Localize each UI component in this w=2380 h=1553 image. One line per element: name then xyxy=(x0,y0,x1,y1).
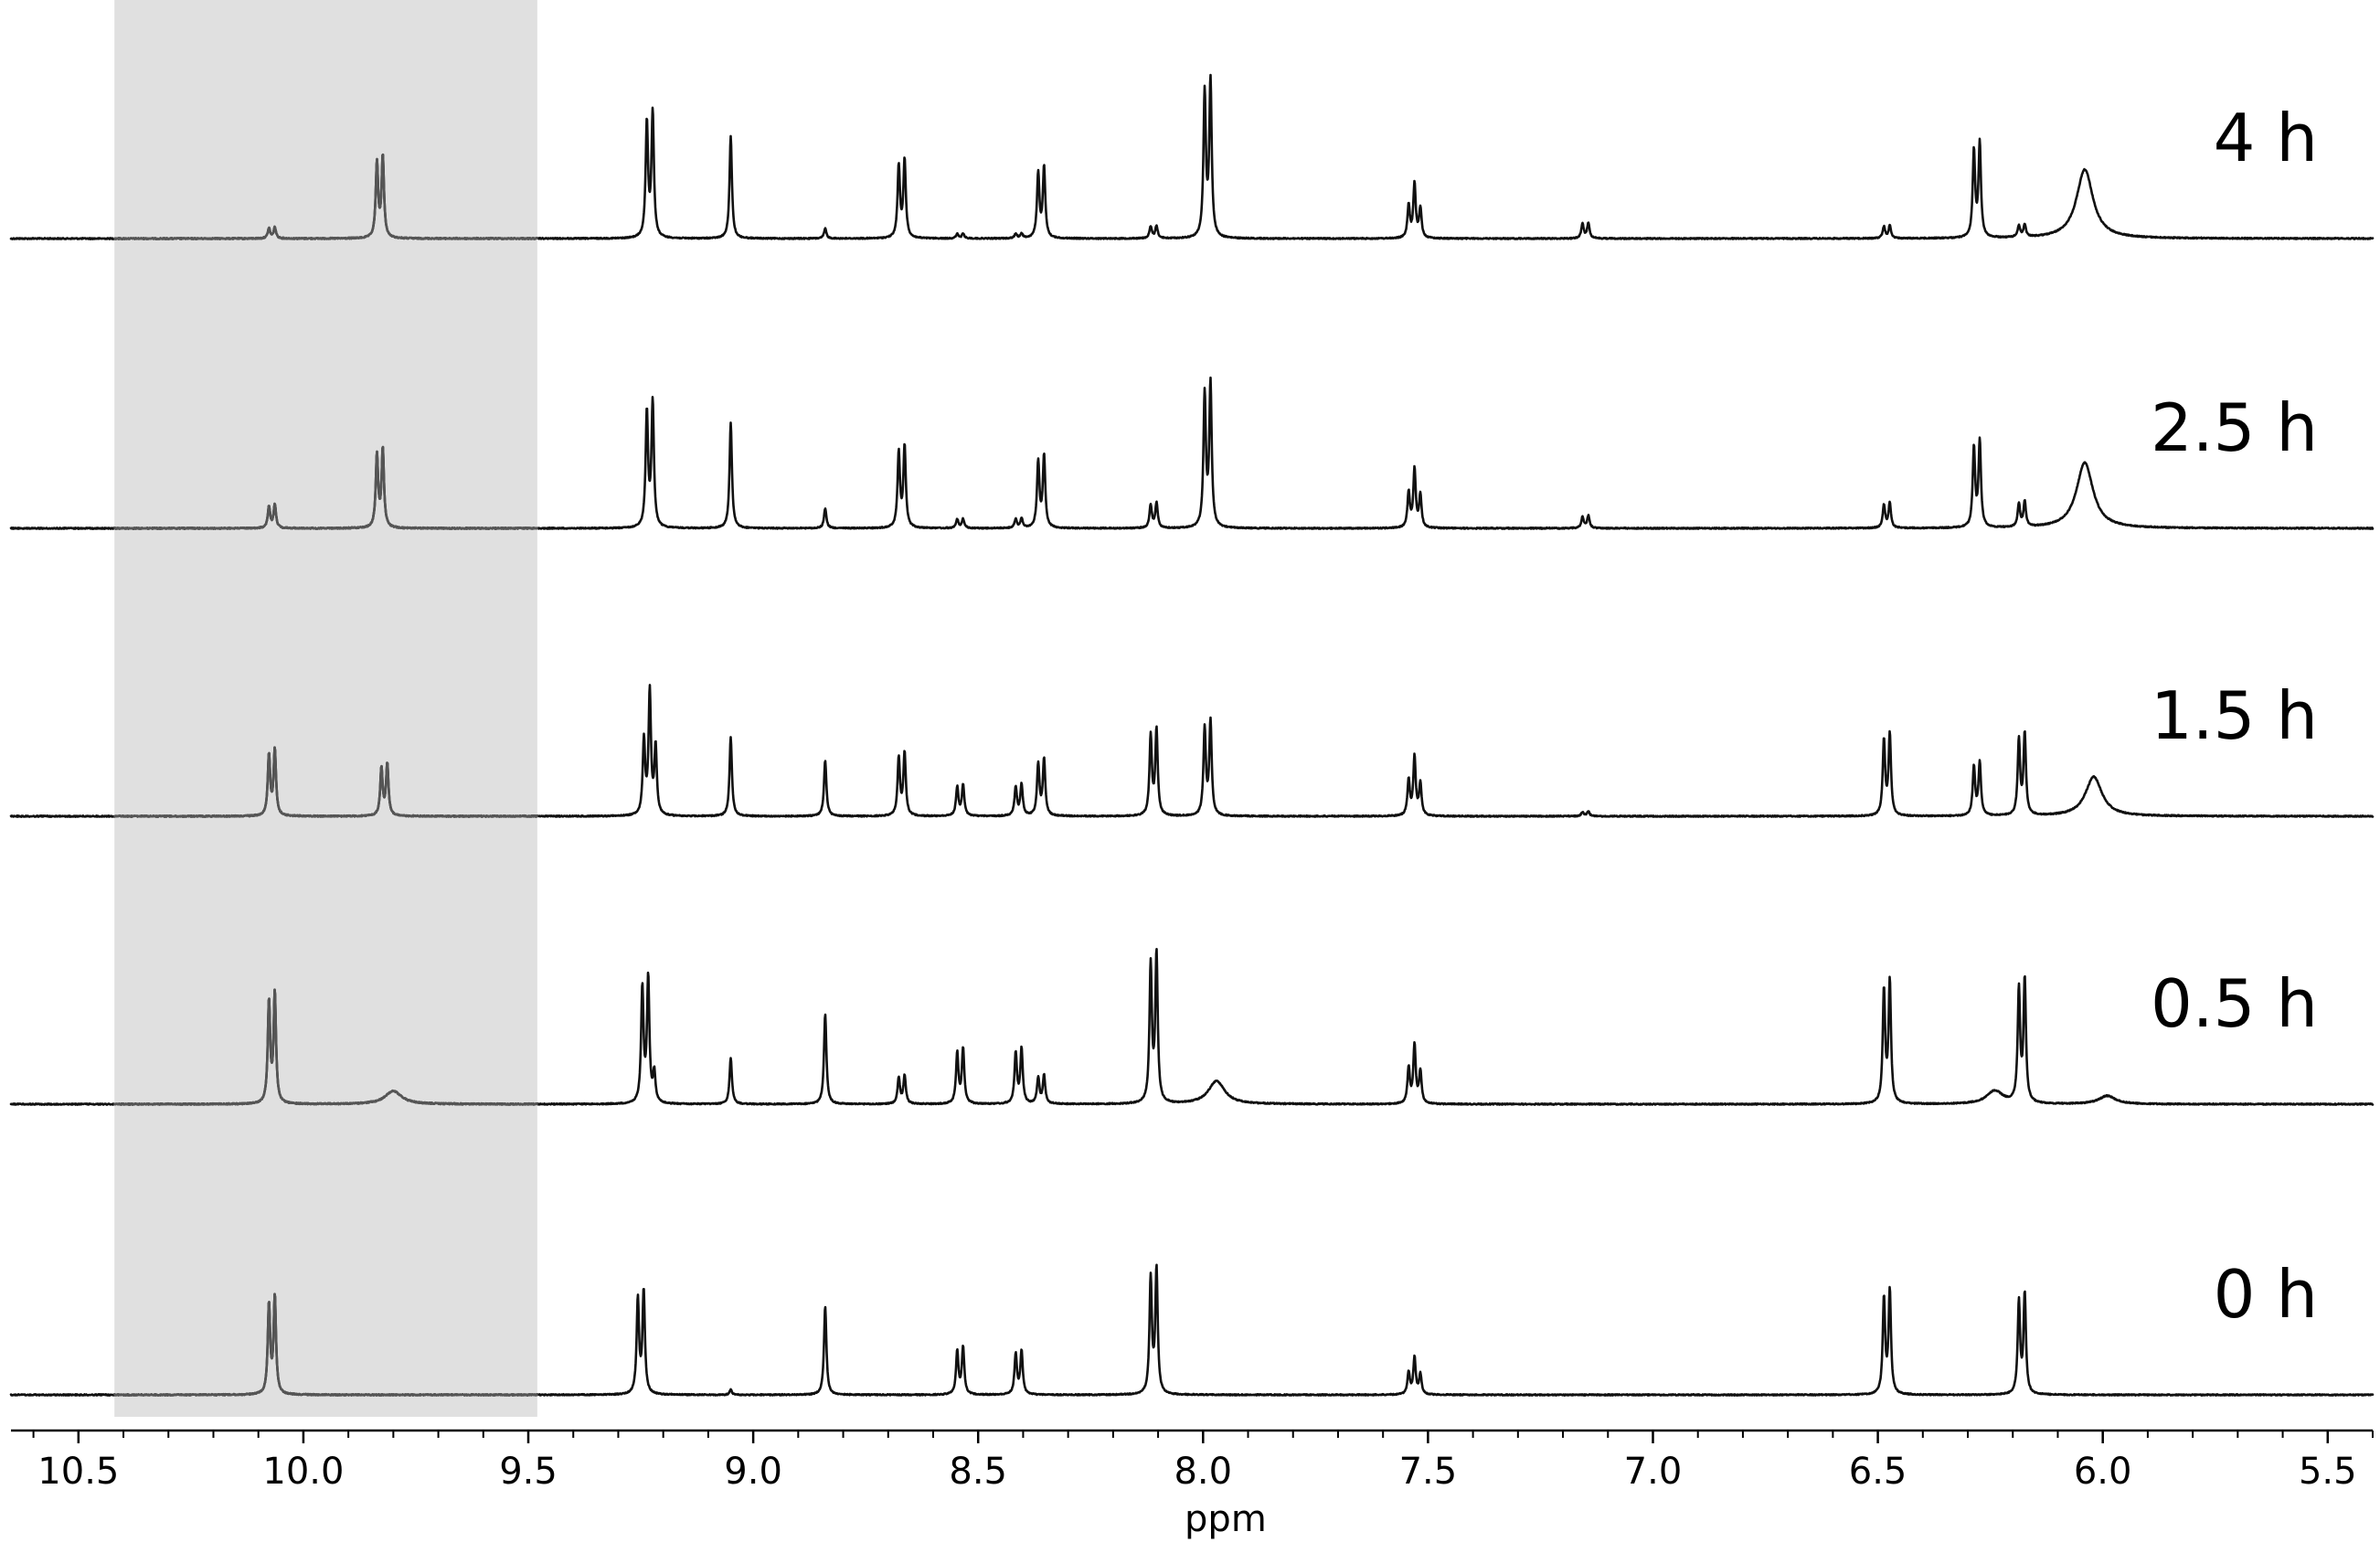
x-tick-label: 10.5 xyxy=(37,1451,119,1493)
x-tick-label: 7.0 xyxy=(1624,1451,1683,1493)
spectra-traces xyxy=(9,73,2375,1397)
x-axis: 10.5 10.0 9.5 9.0 8.5 8.0 7.5 7.0 6.5 6.0 5.5 ppm xyxy=(11,1429,2374,1540)
x-tick-label: 8.5 xyxy=(949,1451,1007,1493)
x-tick-label: 9.0 xyxy=(724,1451,782,1493)
x-tick-label: 9.5 xyxy=(499,1451,558,1493)
x-tick-label: 10.0 xyxy=(262,1451,344,1493)
series-label: 4 h xyxy=(2214,100,2318,176)
x-tick-label: 6.0 xyxy=(2074,1451,2132,1493)
x-tick-label: 7.5 xyxy=(1399,1451,1458,1493)
x-axis-label: ppm xyxy=(1185,1498,1267,1540)
series-label: 1.5 h xyxy=(2151,677,2318,754)
x-tick-label: 5.5 xyxy=(2299,1451,2357,1493)
highlight-region xyxy=(114,0,537,1417)
series-label: 0 h xyxy=(2214,1256,2318,1333)
spectrum-trace-highlighted xyxy=(113,153,538,240)
time-labels: 4 h 2.5 h 1.5 h 0.5 h 0 h xyxy=(2151,100,2318,1333)
x-tick-label: 6.5 xyxy=(1849,1451,1907,1493)
x-tick-label: 8.0 xyxy=(1174,1451,1232,1493)
spectrum-trace-highlighted xyxy=(113,746,538,818)
series-label: 0.5 h xyxy=(2151,965,2318,1042)
series-label: 2.5 h xyxy=(2151,389,2318,466)
x-axis-ticks: 10.5 10.0 9.5 9.0 8.5 8.0 7.5 7.0 6.5 6.0 5.5 xyxy=(32,1431,2374,1493)
spectrum-trace-highlighted xyxy=(113,445,538,530)
spectrum-trace-highlighted xyxy=(113,1292,538,1397)
spectrum-trace-highlighted xyxy=(113,988,538,1106)
